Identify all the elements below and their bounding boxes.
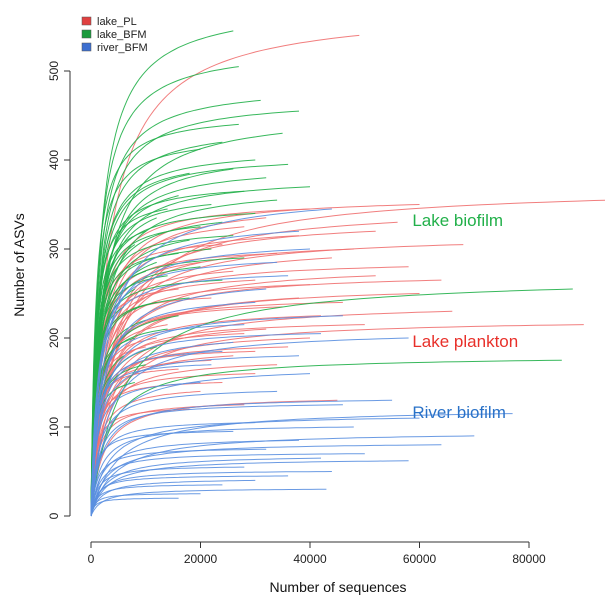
annotations: Lake biofilm Lake plankton River biofilm (412, 211, 518, 422)
y-tick-label: 200 (47, 328, 61, 348)
curve-lake_PL-4 (90, 204, 420, 517)
x-tick-label: 60000 (403, 552, 437, 566)
curve-lake_PL-9 (90, 266, 409, 517)
curve-lake_PL-28 (90, 373, 256, 516)
annotation-label: Lake plankton (412, 332, 518, 351)
y-tick-label: 300 (47, 239, 61, 259)
curve-river_BFM-33 (90, 471, 332, 517)
curve-lake_PL-12 (90, 293, 420, 517)
curve-river_BFM-29 (90, 453, 365, 517)
x-axis-title: Number of sequences (270, 579, 407, 595)
curve-river_BFM-39 (90, 497, 179, 517)
curve-river_BFM-38 (90, 493, 201, 516)
curve-river_BFM-21 (90, 417, 420, 517)
x-tick-label: 0 (88, 552, 95, 566)
curve-river_BFM-4 (90, 275, 289, 517)
curve-river_BFM-11 (90, 337, 409, 517)
legend-swatch-lake_PL (81, 16, 92, 26)
curves-layer (90, 30, 605, 517)
curve-river_BFM-37 (90, 484, 223, 516)
curve-lake_PL-3 (90, 324, 584, 517)
curve-river_BFM-22 (90, 422, 256, 516)
curve-river_BFM-14 (90, 364, 212, 516)
legend-swatch-river_BFM (81, 42, 92, 52)
y-tick-label: 500 (47, 61, 61, 81)
curve-lake_PL-2 (90, 244, 464, 517)
curve-lake_BFM-43 (90, 359, 562, 517)
annotation-label: River biofilm (412, 403, 506, 422)
legend-label-lake_BFM: lake_BFM (97, 29, 147, 41)
x-tick-label: 80000 (512, 552, 546, 566)
curve-river_BFM-17 (90, 390, 278, 517)
curve-river_BFM-27 (90, 444, 442, 517)
y-tick-label: 0 (47, 512, 61, 519)
curve-river_BFM-26 (90, 439, 300, 517)
x-tick-label: 40000 (293, 552, 327, 566)
curve-lake_PL-14 (90, 301, 343, 517)
series-river_BFM (90, 208, 513, 517)
series-lake_PL (90, 34, 605, 517)
curve-river_BFM-24 (90, 430, 234, 516)
curve-river_BFM-12 (90, 350, 223, 516)
curve-river_BFM-28 (90, 448, 267, 516)
curve-river_BFM-31 (90, 460, 409, 517)
legend-label-lake_PL: lake_PL (97, 16, 137, 28)
x-tick-label: 20000 (184, 552, 218, 566)
y-axis-title: Number of ASVs (11, 213, 27, 317)
curve-river_BFM-2 (90, 248, 311, 517)
curve-lake_PL-16 (90, 310, 453, 517)
curve-river_BFM-20 (90, 413, 513, 517)
curve-river_BFM-16 (90, 382, 201, 516)
legend-swatch-lake_BFM (81, 29, 92, 39)
annotation-label: Lake biofilm (412, 211, 503, 230)
y-tick-label: 400 (47, 150, 61, 170)
curve-river_BFM-34 (90, 475, 289, 517)
curve-river_BFM-23 (90, 426, 354, 517)
y-tick-label: 100 (47, 417, 61, 437)
curve-river_BFM-36 (90, 488, 327, 517)
legend-label-river_BFM: river_BFM (97, 42, 148, 54)
curve-lake_BFM-7 (90, 148, 201, 516)
curve-river_BFM-32 (90, 466, 245, 516)
axes: 0 20000 40000 60000 80000 0 100 200 300 400 500 (47, 61, 546, 566)
